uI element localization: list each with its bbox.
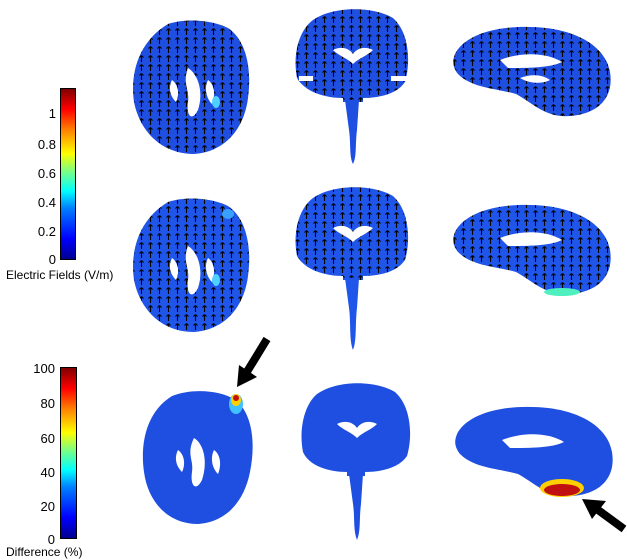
colorbar-tick: 20 [40, 499, 55, 514]
colorbar-tick: 100 [33, 361, 55, 376]
colorbar-tick: 0 [47, 532, 55, 547]
colorbar-tick: 80 [40, 396, 55, 411]
electric-field-colorbar [60, 88, 76, 260]
axial-difference-slice [138, 388, 258, 528]
colorbar-tick: 0.8 [37, 137, 56, 152]
sagittal-difference-slice [452, 402, 617, 502]
colorbar-tick: 0.2 [37, 224, 56, 239]
coronal-brain-slice [293, 6, 413, 166]
colorbar-tick: 0.6 [37, 166, 56, 181]
colorbar-tick: 40 [40, 465, 55, 480]
colorbar-tick: 0.4 [37, 195, 56, 210]
sagittal-brain-slice [450, 200, 615, 300]
colorbar-tick: 60 [40, 431, 55, 446]
difference-colorbar [60, 367, 77, 539]
colorbar-tick: 1 [48, 106, 56, 121]
axial-brain-slice [128, 18, 258, 158]
colorbar-title: Electric Fields (V/m) [6, 268, 114, 282]
colorbar-title: Difference (%) [6, 545, 83, 559]
arrow-indicator [235, 335, 275, 396]
sagittal-brain-slice [450, 22, 615, 122]
coronal-difference-slice [299, 380, 414, 545]
colorbar-tick: 0 [48, 252, 56, 267]
coronal-brain-slice [293, 184, 413, 354]
arrow-indicator [580, 495, 627, 540]
axial-brain-slice [128, 196, 258, 336]
